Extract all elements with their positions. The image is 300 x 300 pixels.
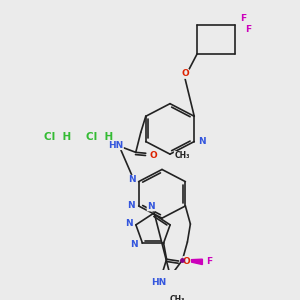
Text: N: N <box>127 202 134 211</box>
Text: O: O <box>181 69 189 78</box>
Text: N: N <box>198 137 206 146</box>
Text: F: F <box>240 14 246 22</box>
Text: F: F <box>245 25 251 34</box>
Text: O: O <box>183 256 190 266</box>
Text: Cl  H: Cl H <box>86 132 114 142</box>
Text: HN: HN <box>151 278 166 287</box>
Text: CH₃: CH₃ <box>174 152 190 160</box>
Text: O: O <box>150 151 158 160</box>
Text: N: N <box>125 218 133 227</box>
Polygon shape <box>182 259 203 265</box>
Text: N: N <box>147 202 155 211</box>
Text: HN: HN <box>108 141 123 150</box>
Text: CH₃: CH₃ <box>170 295 185 300</box>
Text: N: N <box>130 240 138 249</box>
Text: F: F <box>206 257 212 266</box>
Text: N: N <box>128 175 135 184</box>
Text: Cl  H: Cl H <box>44 132 72 142</box>
